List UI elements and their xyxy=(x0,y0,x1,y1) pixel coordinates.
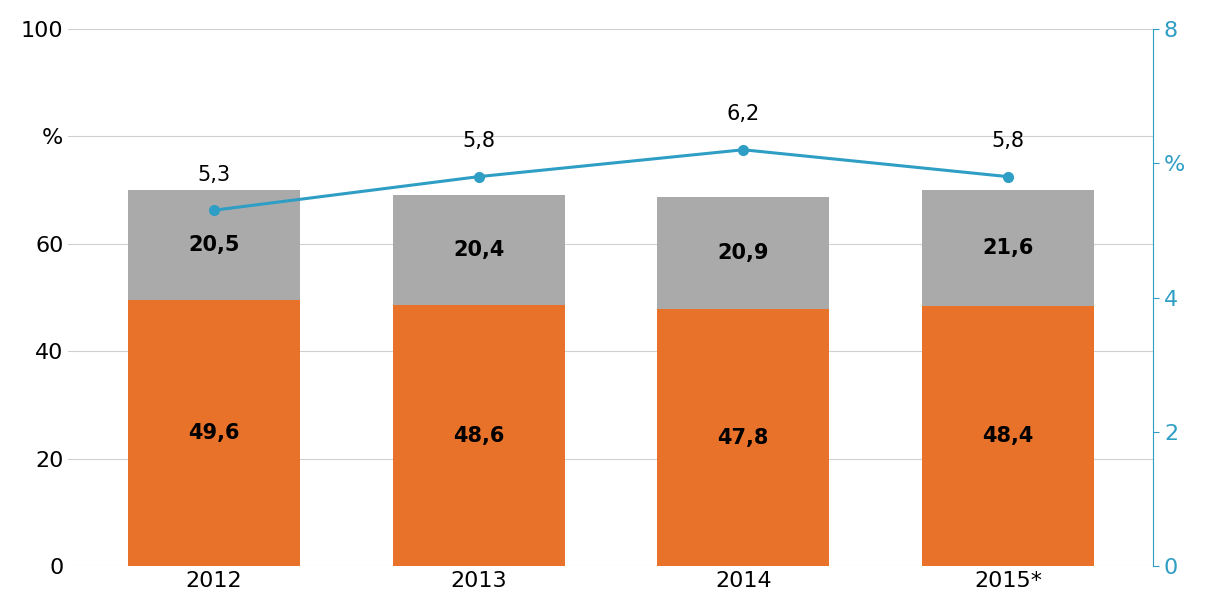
Text: 48,4: 48,4 xyxy=(982,426,1034,446)
Text: 20,4: 20,4 xyxy=(453,241,504,260)
Text: 6,2: 6,2 xyxy=(727,104,760,124)
Text: 47,8: 47,8 xyxy=(718,428,769,448)
Text: 49,6: 49,6 xyxy=(188,423,240,443)
Text: 5,8: 5,8 xyxy=(462,131,496,151)
Bar xyxy=(392,305,564,566)
Text: 5,3: 5,3 xyxy=(198,165,230,185)
Bar xyxy=(657,197,830,310)
Text: 21,6: 21,6 xyxy=(982,238,1034,258)
Text: 20,5: 20,5 xyxy=(188,234,240,255)
Bar xyxy=(657,310,830,566)
Bar xyxy=(921,190,1094,306)
Text: 48,6: 48,6 xyxy=(453,426,504,446)
Text: 5,8: 5,8 xyxy=(991,131,1024,151)
Bar xyxy=(392,195,564,305)
Bar xyxy=(128,190,300,300)
Bar xyxy=(921,306,1094,566)
Bar xyxy=(128,300,300,566)
Text: 20,9: 20,9 xyxy=(718,243,769,263)
